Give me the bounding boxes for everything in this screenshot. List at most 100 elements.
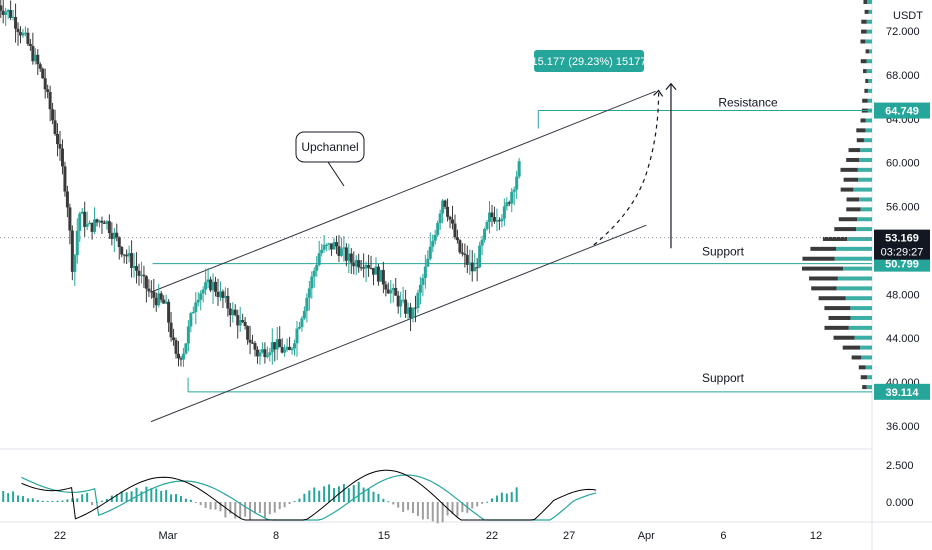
candle-body <box>315 264 319 271</box>
candle-body <box>372 268 376 275</box>
candle <box>344 243 348 267</box>
candle <box>290 346 294 355</box>
oscillator-histogram-bar <box>407 502 410 511</box>
candle-body <box>263 349 267 358</box>
oscillator-histogram-bar <box>258 502 261 514</box>
price-axis[interactable]: 2.5000.000USDT72.00068.00064.00060.00056… <box>874 10 930 509</box>
oscillator-histogram-bar <box>431 502 434 522</box>
candle <box>41 67 45 79</box>
candle <box>317 240 321 267</box>
candle <box>517 158 521 179</box>
candle-body <box>510 191 514 204</box>
candle <box>463 243 467 268</box>
candle <box>179 355 183 367</box>
oscillator-histogram-bar <box>26 498 29 502</box>
oscillator-histogram-bar <box>416 502 419 517</box>
oscillator-histogram-bar <box>278 502 281 510</box>
volume-profile-bar-down <box>834 227 857 232</box>
candle <box>332 237 336 250</box>
candle <box>307 280 311 311</box>
volume-profile-bar-up <box>860 207 872 212</box>
candle <box>255 346 259 364</box>
candle <box>102 220 106 224</box>
candle-body <box>354 260 358 267</box>
candle <box>453 214 457 240</box>
oscillator-histogram-bar <box>515 487 518 502</box>
oscillator-histogram-bar <box>140 491 143 502</box>
candle-body <box>206 279 210 283</box>
candle-body <box>330 243 334 250</box>
candle-body <box>357 260 361 268</box>
oscillator-pane <box>2 469 597 524</box>
candle <box>226 288 230 317</box>
candle-body <box>436 223 440 235</box>
candle-body <box>211 281 215 291</box>
candle-body <box>391 288 395 291</box>
candle <box>478 241 482 269</box>
candle <box>394 277 398 296</box>
candle-body <box>349 253 353 263</box>
candle-body <box>0 5 3 11</box>
candle-body <box>142 274 146 277</box>
candle <box>206 268 210 289</box>
oscillator-histogram-bar <box>268 502 271 515</box>
candle-body <box>364 265 368 269</box>
volume-profile-bar-up <box>866 385 872 390</box>
candle <box>507 200 511 207</box>
candle-body <box>176 353 180 359</box>
candle-body <box>75 230 79 256</box>
candle-body <box>515 176 519 190</box>
candle <box>406 302 410 320</box>
candle-body <box>470 262 474 272</box>
volume-profile-bar-down <box>840 167 858 172</box>
volume-profile-bar-down <box>862 385 867 390</box>
candle-body <box>201 289 205 294</box>
candle-body <box>216 291 220 298</box>
oscillator-histogram-bar <box>209 502 212 510</box>
volume-profile-bar-down <box>838 217 858 222</box>
candle-body <box>105 221 109 224</box>
candle-body <box>95 219 99 223</box>
oscillator-histogram-bar <box>491 498 493 502</box>
candle-body <box>270 342 274 353</box>
candle-body <box>144 276 148 289</box>
candle-body <box>500 218 504 222</box>
candle-body <box>438 213 442 224</box>
candle-body <box>53 120 57 135</box>
candle-body <box>68 207 72 231</box>
candle <box>438 209 442 230</box>
candle <box>152 278 156 309</box>
candle-body <box>295 328 299 344</box>
volume-profile-bar-up <box>865 365 872 370</box>
candle-body <box>147 288 151 292</box>
time-axis[interactable]: 22 Mar 8 15 22 27 Apr 6 12 <box>54 530 822 542</box>
candle-body <box>214 281 218 292</box>
candle-body <box>460 252 464 254</box>
candle <box>97 219 101 228</box>
oscillator-histogram-bar <box>362 487 365 502</box>
candle-body <box>302 310 306 319</box>
candle <box>209 276 213 293</box>
candle <box>142 265 146 289</box>
oscillator-histogram-bar <box>175 494 178 502</box>
candle <box>243 317 247 330</box>
volume-profile-bar-down <box>848 148 861 153</box>
oscillator-histogram-bar <box>81 494 84 502</box>
volume-profile-bar-up <box>853 187 872 192</box>
candle <box>458 239 462 255</box>
oscillator-histogram-bar <box>155 488 158 502</box>
oscillator-histogram-bar <box>179 496 182 502</box>
candle <box>31 32 35 65</box>
oscillator-histogram-bar <box>135 487 138 502</box>
candle-body <box>381 269 385 285</box>
oscillator-histogram-bar <box>91 502 94 506</box>
candle <box>53 109 57 136</box>
volume-profile-bar-up <box>866 19 872 24</box>
candle <box>455 229 459 244</box>
time-tick-label: 8 <box>273 530 279 542</box>
candle <box>465 245 469 274</box>
candle <box>83 201 87 237</box>
oscillator-histogram-bar <box>56 500 59 502</box>
oscillator-histogram-bar <box>21 496 24 502</box>
